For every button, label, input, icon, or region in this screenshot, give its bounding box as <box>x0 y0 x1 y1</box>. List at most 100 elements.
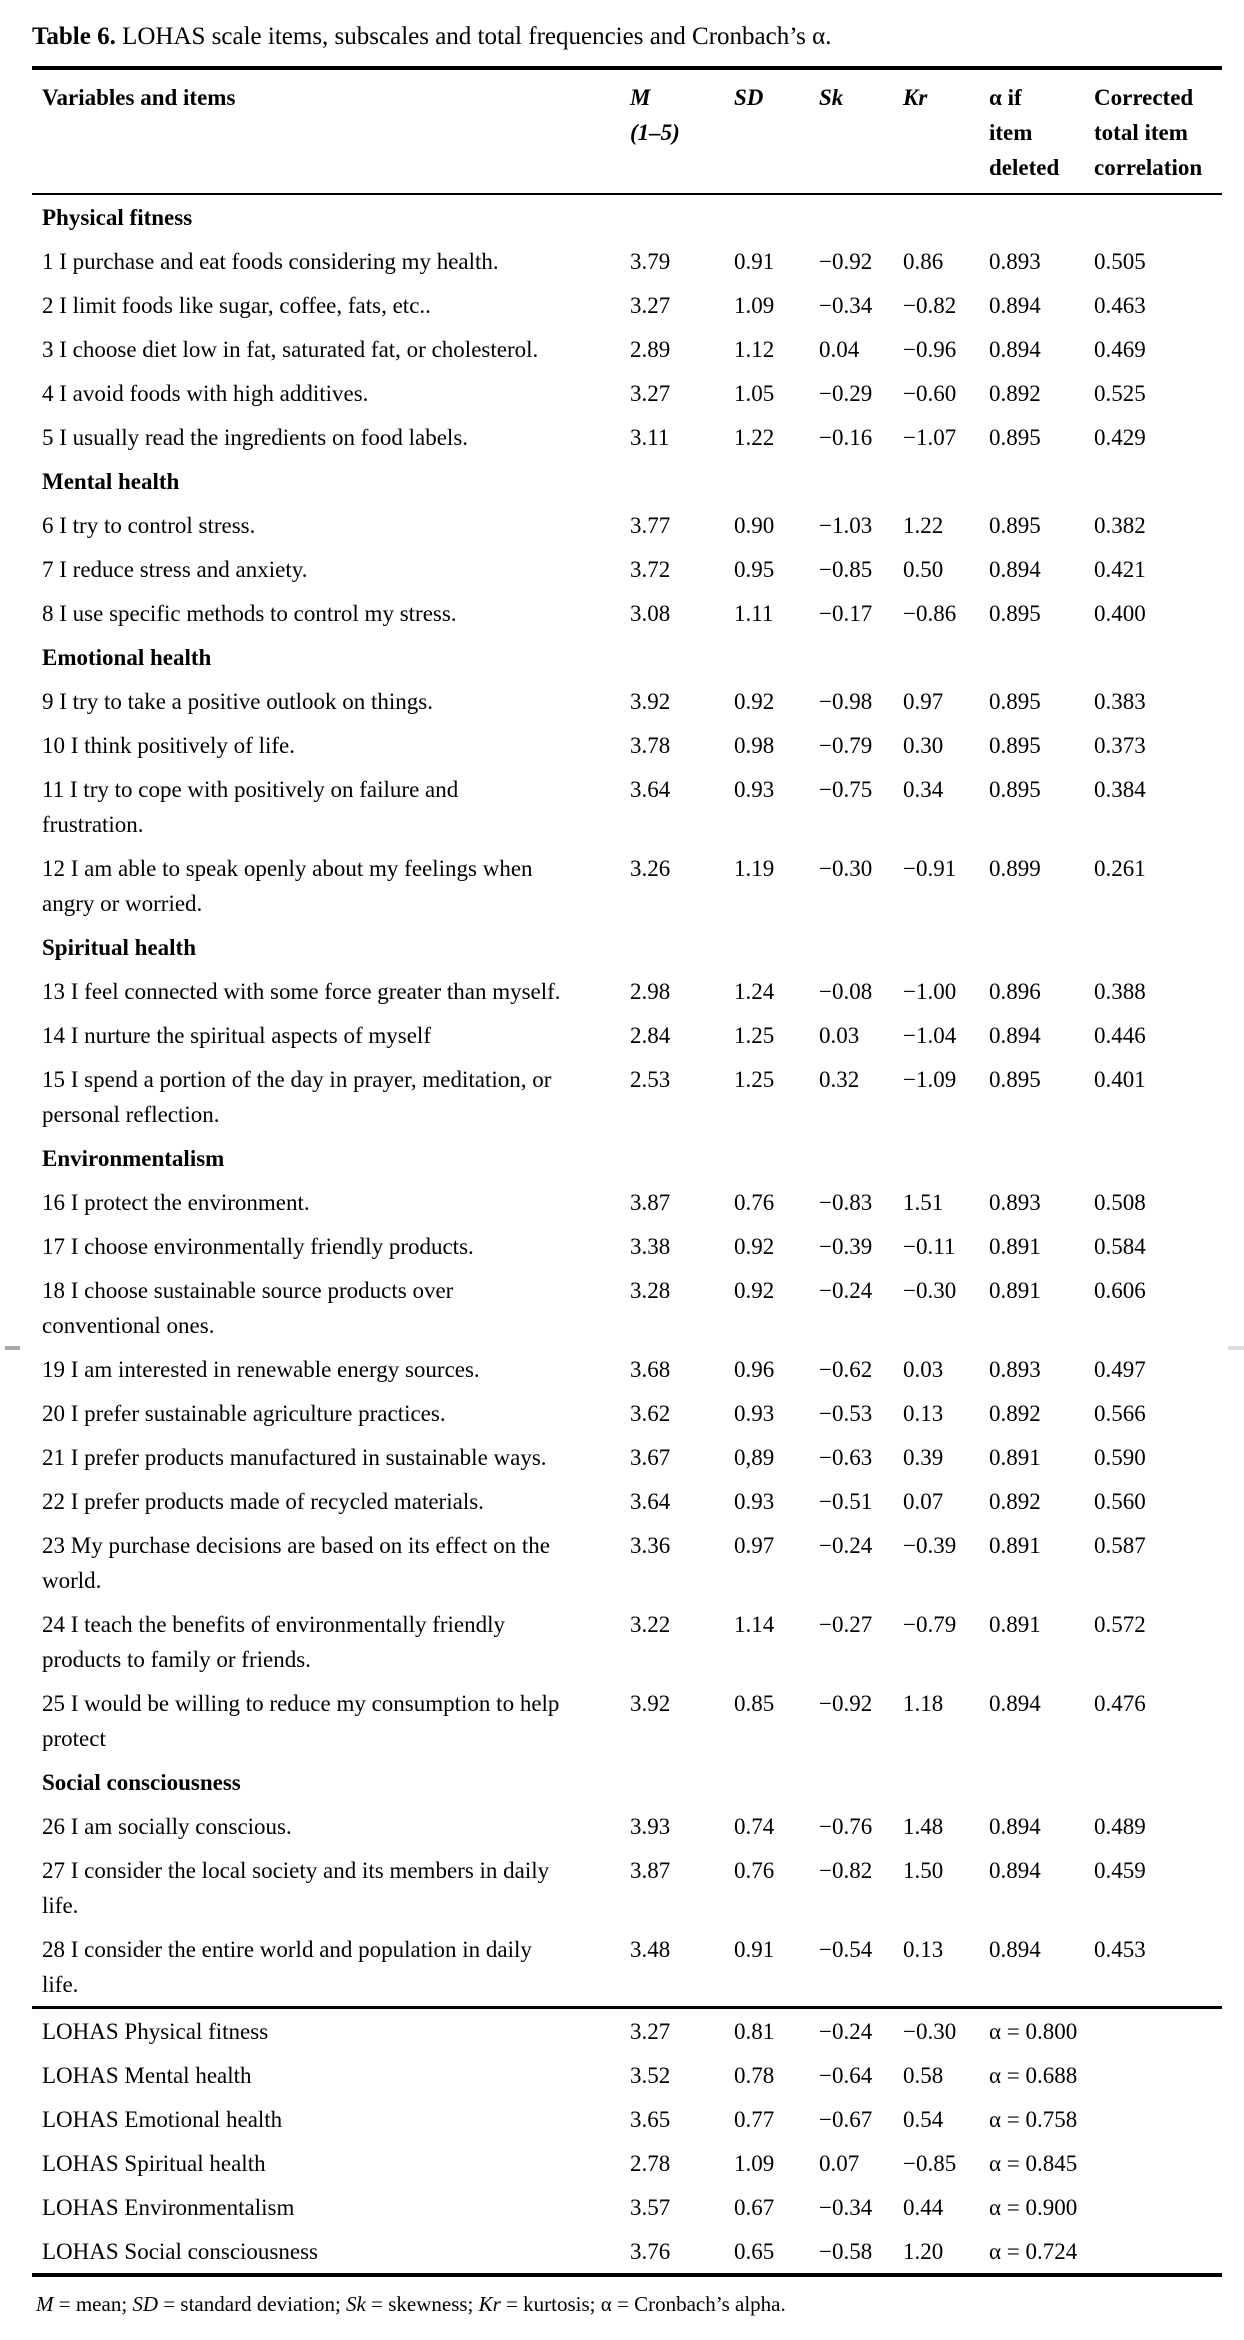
cronbach-alpha-value: α = 0.758 <box>989 2106 1078 2132</box>
cronbach-alpha-value: α = 0.800 <box>989 2018 1078 2044</box>
subscale-total-row: LOHAS Mental health 3.52 0.78 −0.64 0.58 α = … <box>32 2053 1222 2097</box>
sd-value: 1.19 <box>734 855 775 881</box>
kurtosis-value: −0.79 <box>903 1611 957 1637</box>
table-row: 3 I choose diet low in fat, saturated fa… <box>32 327 1222 371</box>
table-row: 25 I would be willing to reduce my consu… <box>32 1681 1222 1760</box>
table-caption: Table 6. LOHAS scale items, subscales an… <box>32 0 1222 66</box>
sd-value: 0.93 <box>734 1488 775 1514</box>
sd-value: 1.25 <box>734 1066 775 1092</box>
mean-value: 3.22 <box>630 1611 671 1637</box>
skewness-value: 0.07 <box>819 2150 860 2176</box>
footnote-text: = standard deviation; <box>158 2292 347 2316</box>
corrected-correlation-value: 0.429 <box>1094 424 1146 450</box>
skewness-value: −0.63 <box>819 1444 873 1470</box>
corrected-correlation-value: 0.383 <box>1094 688 1146 714</box>
item-text: 13 I feel connected with some force grea… <box>42 978 561 1004</box>
table-row: 24 I teach the benefits of environmental… <box>32 1602 1222 1681</box>
skewness-value: 0.04 <box>819 336 860 362</box>
alpha-if-deleted-value: 0.894 <box>989 1690 1041 1716</box>
kurtosis-value: 0.39 <box>903 1444 944 1470</box>
alpha-if-deleted-value: 0.891 <box>989 1444 1041 1470</box>
table-row: 16 I protect the environment. 3.87 0.76 −0.… <box>32 1180 1222 1224</box>
kurtosis-value: −1.00 <box>903 978 957 1004</box>
mean-value: 3.57 <box>630 2194 671 2220</box>
kurtosis-value: 0.86 <box>903 248 944 274</box>
table-row: 12 I am able to speak openly about my fe… <box>32 846 1222 925</box>
corrected-correlation-value: 0.566 <box>1094 1400 1146 1426</box>
table-row: 8 I use specific methods to control my s… <box>32 591 1222 635</box>
kurtosis-value: 0.13 <box>903 1400 944 1426</box>
sd-value: 0.85 <box>734 1690 775 1716</box>
section-header: Physical fitness <box>42 204 193 230</box>
footnote-text: = skewness; <box>365 2292 479 2316</box>
table-row: 10 I think positively of life. 3.78 0.98 −0… <box>32 723 1222 767</box>
item-text: 28 I consider the entire world and popul… <box>42 1936 532 1997</box>
mean-value: 3.68 <box>630 1356 671 1382</box>
skewness-value: −0.17 <box>819 600 873 626</box>
mean-value: 3.78 <box>630 732 671 758</box>
alpha-if-deleted-value: 0.895 <box>989 512 1041 538</box>
subscale-label: LOHAS Physical fitness <box>42 2018 269 2044</box>
kurtosis-value: 1.50 <box>903 1857 944 1883</box>
table-row: 20 I prefer sustainable agriculture prac… <box>32 1391 1222 1435</box>
mean-value: 3.79 <box>630 248 671 274</box>
alpha-if-deleted-value: 0.899 <box>989 855 1041 881</box>
mean-value: 3.08 <box>630 600 671 626</box>
item-text: 19 I am interested in renewable energy s… <box>42 1356 480 1382</box>
corrected-correlation-value: 0.508 <box>1094 1189 1146 1215</box>
table-row: 18 I choose sustainable source products … <box>32 1268 1222 1347</box>
corrected-correlation-value: 0.401 <box>1094 1066 1146 1092</box>
corrected-correlation-value: 0.453 <box>1094 1936 1146 1962</box>
table-row: 4 I avoid foods with high additives. 3.27… <box>32 371 1222 415</box>
footnote-text: Sk <box>346 2292 366 2316</box>
skewness-value: −0.76 <box>819 1813 873 1839</box>
skewness-value: −0.24 <box>819 2018 873 2044</box>
mean-value: 3.76 <box>630 2238 671 2264</box>
sd-value: 0.93 <box>734 1400 775 1426</box>
kurtosis-value: 1.20 <box>903 2238 944 2264</box>
subscale-label: LOHAS Social consciousness <box>42 2238 318 2264</box>
sd-value: 0.90 <box>734 512 775 538</box>
item-text: 24 I teach the benefits of environmental… <box>42 1611 506 1672</box>
mean-value: 2.53 <box>630 1066 671 1092</box>
column-header-kurtosis: Kr <box>903 85 928 110</box>
sd-value: 0.91 <box>734 248 775 274</box>
skewness-value: −0.83 <box>819 1189 873 1215</box>
left-margin-artifact <box>5 1346 20 1350</box>
mean-value: 3.72 <box>630 556 671 582</box>
skewness-value: −0.62 <box>819 1356 873 1382</box>
skewness-value: −0.34 <box>819 292 873 318</box>
kurtosis-value: −0.86 <box>903 600 957 626</box>
alpha-if-deleted-value: 0.894 <box>989 1022 1041 1048</box>
kurtosis-value: −0.82 <box>903 292 957 318</box>
skewness-value: −0.30 <box>819 855 873 881</box>
sd-value: 0.91 <box>734 1936 775 1962</box>
corrected-correlation-value: 0.525 <box>1094 380 1146 406</box>
sd-value: 0.65 <box>734 2238 775 2264</box>
skewness-value: −0.75 <box>819 776 873 802</box>
kurtosis-value: 0.13 <box>903 1936 944 1962</box>
mean-value: 3.64 <box>630 776 671 802</box>
alpha-if-deleted-value: 0.895 <box>989 776 1041 802</box>
item-text: 5 I usually read the ingredients on food… <box>42 424 469 450</box>
mean-value: 3.64 <box>630 1488 671 1514</box>
mean-value: 3.27 <box>630 2018 671 2044</box>
corrected-correlation-value: 0.489 <box>1094 1813 1146 1839</box>
kurtosis-value: −0.11 <box>903 1233 956 1259</box>
item-text: 12 I am able to speak openly about my fe… <box>42 855 533 916</box>
item-text: 26 I am socially conscious. <box>42 1813 292 1839</box>
corrected-correlation-value: 0.261 <box>1094 855 1146 881</box>
sd-value: 0.77 <box>734 2106 775 2132</box>
sd-value: 0.92 <box>734 688 775 714</box>
section-header: Spiritual health <box>42 934 197 960</box>
section-header: Environmentalism <box>42 1145 225 1171</box>
sd-value: 0.76 <box>734 1189 775 1215</box>
table6: Table 6. LOHAS scale items, subscales an… <box>32 0 1222 2319</box>
corrected-correlation-value: 0.446 <box>1094 1022 1146 1048</box>
alpha-if-deleted-value: 0.891 <box>989 1277 1041 1303</box>
kurtosis-value: −1.09 <box>903 1066 957 1092</box>
mean-value: 3.92 <box>630 1690 671 1716</box>
mean-value: 3.77 <box>630 512 671 538</box>
table-top-rule <box>32 66 1222 70</box>
table-row: 26 I am socially conscious. 3.93 0.74 −0.76… <box>32 1804 1222 1848</box>
